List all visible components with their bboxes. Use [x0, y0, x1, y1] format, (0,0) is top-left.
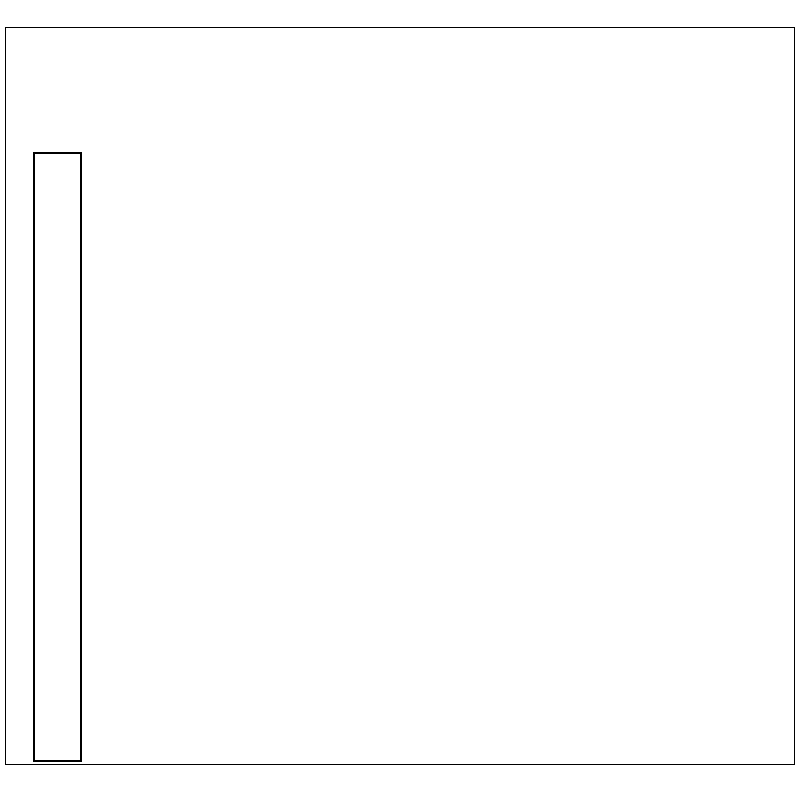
- top-axis-ticks: [5, 27, 795, 39]
- colorbar[interactable]: [33, 152, 82, 762]
- left-axis-ticks: [5, 27, 15, 765]
- wind-vector-overlay: [6, 28, 794, 764]
- bottom-axis-ticks: [5, 765, 795, 779]
- map-plot-area[interactable]: [5, 27, 795, 765]
- right-axis-ticks: [783, 27, 795, 765]
